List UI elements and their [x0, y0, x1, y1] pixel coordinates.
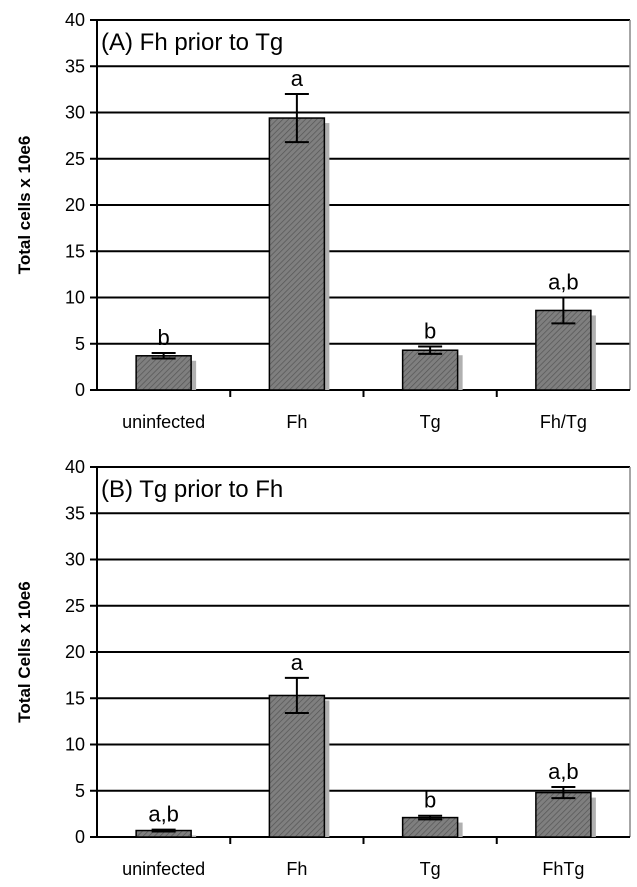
chart-b-y-tick-label: 40: [65, 457, 85, 477]
chart-a-significance-label: b: [158, 325, 170, 350]
chart-a-significance-label: b: [424, 319, 436, 344]
chart-a-bar-tg: [401, 349, 459, 391]
chart-b-panel-title: (B) Tg prior to Fh: [101, 476, 283, 503]
chart-b-significance-label: a,b: [148, 802, 179, 827]
chart-a-y-tick-label: 15: [65, 241, 85, 261]
chart-b-y-tick-label: 25: [65, 596, 85, 616]
chart-b-y-tick-label: 10: [65, 735, 85, 755]
chart-b-category-label: FhTg: [542, 859, 584, 879]
chart-a-y-tick-label: 30: [65, 103, 85, 123]
chart-b-category-label: Fh: [286, 859, 307, 879]
chart-b-y-tick-label: 20: [65, 642, 85, 662]
chart-a-panel-title-bg: [98, 21, 289, 57]
chart-a-y-tick-label: 10: [65, 288, 85, 308]
chart-b-bar-fhtg: [535, 791, 592, 838]
chart-a-panel-title: (A) Fh prior to Tg: [101, 29, 283, 56]
chart-a-y-tick-label: 25: [65, 149, 85, 169]
chart-b-bar-fh: [268, 694, 326, 838]
chart-a-y-tick-label: 20: [65, 195, 85, 215]
chart-b-bar-tg: [401, 816, 459, 838]
chart-a-significance-label: a,b: [548, 270, 579, 295]
chart-b-panel-title-bg: [98, 468, 289, 504]
chart-a-y-tick-label: 0: [75, 380, 85, 400]
chart-a-y-axis-label: Total cells x 10e6: [15, 136, 34, 275]
chart-b-y-tick-label: 15: [65, 688, 85, 708]
chart-b-y-tick-label: 35: [65, 503, 85, 523]
chart-a-category-label: Tg: [420, 412, 441, 432]
chart-a-category-label: Fh/Tg: [540, 412, 587, 432]
chart-a-y-tick-label: 5: [75, 334, 85, 354]
chart-b-y-tick-label: 0: [75, 827, 85, 847]
chart-b-y-tick-label: 5: [75, 781, 85, 801]
chart-a-y-tick-label: 40: [65, 10, 85, 30]
chart-b-y-axis-label: Total Cells x 10e6: [15, 581, 34, 722]
chart-b-category-label: Tg: [420, 859, 441, 879]
chart-b-significance-label: a: [291, 650, 304, 675]
chart-b-category-label: uninfected: [122, 859, 205, 879]
chart-b-significance-label: b: [424, 788, 436, 813]
chart-a-bar-fh: [268, 117, 326, 391]
chart-b-significance-label: a,b: [548, 759, 579, 784]
chart-b-y-tick-label: 30: [65, 550, 85, 570]
chart-a-bar-uninfected: [135, 355, 192, 391]
chart-a-category-label: uninfected: [122, 412, 205, 432]
chart-b-svg: 0 5 10 15 20 25 30 35 40 a,b uninfected a Fh b Tg a,b Fh…: [15, 457, 631, 879]
chart-a-svg: 0 5 10 15 20 25 30 35 40 b uninfected a Fh b Tg a,b Fh/T…: [15, 10, 631, 432]
chart-a-y-tick-label: 35: [65, 56, 85, 76]
chart-panel-a: 0 5 10 15 20 25 30 35 40 b uninfected a Fh b Tg a,b Fh/T…: [0, 0, 637, 440]
chart-panel-b: 0 5 10 15 20 25 30 35 40 a,b uninfected a Fh b Tg a,b Fh…: [0, 447, 637, 887]
chart-a-significance-label: a: [291, 66, 304, 91]
chart-a-category-label: Fh: [286, 412, 307, 432]
